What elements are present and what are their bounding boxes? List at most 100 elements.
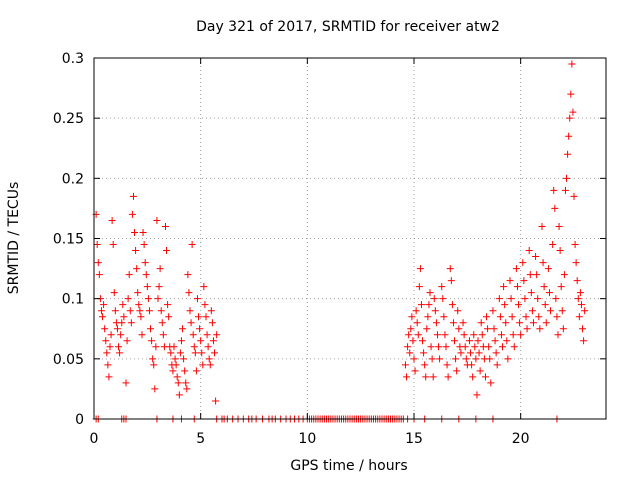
data-point — [468, 361, 476, 369]
data-point — [197, 337, 205, 345]
chart-title: Day 321 of 2017, SRMTID for receiver atw… — [196, 19, 500, 35]
data-point — [579, 325, 587, 333]
data-point — [176, 349, 184, 357]
y-tick-label: 0.3 — [62, 51, 84, 67]
data-point — [534, 295, 542, 303]
data-point — [183, 385, 191, 393]
data-point — [417, 301, 425, 309]
data-point — [429, 373, 437, 381]
data-point — [440, 313, 448, 321]
data-point — [485, 343, 493, 351]
data-point — [189, 331, 197, 339]
data-point — [93, 241, 101, 249]
data-point — [111, 307, 119, 315]
data-point — [446, 265, 454, 273]
data-point — [433, 331, 441, 339]
data-point — [493, 361, 501, 369]
y-tick-label: 0 — [75, 412, 84, 428]
data-point — [549, 241, 557, 249]
data-point — [461, 343, 469, 351]
data-point — [416, 265, 424, 273]
data-point — [487, 379, 495, 387]
data-point — [459, 319, 467, 327]
data-point — [558, 307, 566, 315]
data-point — [553, 313, 561, 321]
data-point — [533, 271, 541, 279]
data-point — [568, 60, 576, 68]
data-point — [211, 349, 219, 357]
data-point — [454, 307, 462, 315]
data-point — [567, 90, 575, 98]
data-point — [561, 186, 569, 194]
data-point — [516, 319, 524, 327]
data-point — [122, 379, 130, 387]
data-point — [138, 331, 146, 339]
data-point — [528, 307, 536, 315]
data-point — [107, 331, 115, 339]
data-point — [486, 355, 494, 363]
data-point — [573, 277, 581, 285]
data-point — [179, 325, 187, 333]
data-point — [144, 295, 152, 303]
data-point — [483, 313, 491, 321]
data-point — [171, 355, 179, 363]
y-tick-label: 0.1 — [62, 292, 84, 308]
data-point — [99, 313, 107, 321]
data-point — [509, 331, 517, 339]
data-point — [100, 301, 108, 309]
data-point — [184, 271, 192, 279]
data-point — [564, 150, 572, 158]
data-point — [428, 355, 436, 363]
data-point — [462, 355, 470, 363]
data-point — [542, 319, 550, 327]
data-point — [478, 331, 486, 339]
data-point — [142, 271, 150, 279]
data-point — [525, 247, 533, 255]
data-point — [520, 277, 528, 285]
data-point — [517, 331, 525, 339]
data-point — [421, 361, 429, 369]
data-point — [141, 259, 149, 267]
data-point — [492, 349, 500, 357]
data-point — [431, 307, 439, 315]
data-point — [552, 295, 560, 303]
data-point — [209, 337, 217, 345]
data-point — [201, 301, 209, 309]
data-point — [471, 343, 479, 351]
data-point — [557, 283, 565, 291]
x-tick-label: 0 — [90, 431, 99, 447]
data-point — [198, 349, 206, 357]
data-point — [453, 367, 461, 375]
data-point — [551, 204, 559, 212]
data-point — [175, 391, 183, 399]
data-point — [163, 247, 171, 255]
data-point — [510, 343, 518, 351]
data-point — [135, 301, 143, 309]
data-point — [104, 361, 112, 369]
data-point — [186, 307, 194, 315]
data-point — [131, 228, 139, 236]
data-point — [167, 349, 175, 357]
data-point — [430, 295, 438, 303]
data-point — [469, 373, 477, 381]
data-point — [105, 373, 113, 381]
data-point — [127, 319, 135, 327]
data-points — [92, 60, 589, 423]
data-point — [164, 301, 172, 309]
data-point — [128, 210, 136, 218]
data-point — [401, 361, 409, 369]
data-point — [133, 265, 141, 273]
y-tick-label: 0.15 — [53, 232, 84, 248]
data-point — [212, 397, 220, 405]
data-point — [419, 337, 427, 345]
data-point — [523, 325, 531, 333]
data-point — [173, 373, 181, 381]
data-point — [550, 186, 558, 194]
data-point — [436, 355, 444, 363]
data-point — [497, 331, 505, 339]
data-point — [544, 265, 552, 273]
data-point — [94, 259, 102, 267]
data-point — [473, 391, 481, 399]
data-point — [575, 313, 583, 321]
tick-labels: 0 0.05 0.1 0.15 0.2 0.25 0.3 0 5 10 15 20 — [53, 51, 530, 447]
